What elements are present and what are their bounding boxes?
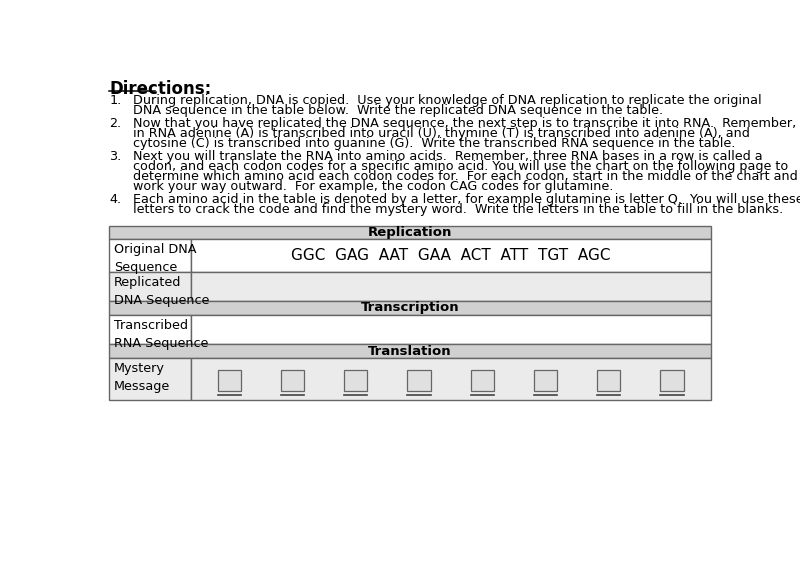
Text: Replicated
DNA Sequence: Replicated DNA Sequence xyxy=(114,276,210,307)
Text: Each amino acid in the table is denoted by a letter, for example glutamine is le: Each amino acid in the table is denoted … xyxy=(133,193,800,206)
Bar xyxy=(190,358,710,400)
Bar xyxy=(470,370,494,391)
Text: Mystery
Message: Mystery Message xyxy=(114,362,170,393)
Text: During replication, DNA is copied.  Use your knowledge of DNA replication to rep: During replication, DNA is copied. Use y… xyxy=(133,94,761,107)
Text: Original DNA
Sequence: Original DNA Sequence xyxy=(114,243,197,274)
Bar xyxy=(190,239,710,272)
Text: 1.: 1. xyxy=(110,94,122,107)
Text: Directions:: Directions: xyxy=(110,80,211,98)
Text: work your way outward.  For example, the codon CAG codes for glutamine.: work your way outward. For example, the … xyxy=(133,180,613,193)
Text: 4.: 4. xyxy=(110,193,122,206)
Text: codon, and each codon codes for a specific amino acid. You will use the chart on: codon, and each codon codes for a specif… xyxy=(133,160,788,173)
Bar xyxy=(534,370,557,391)
Bar xyxy=(110,239,190,272)
Bar xyxy=(597,370,620,391)
Bar xyxy=(190,272,710,301)
Bar xyxy=(660,370,683,391)
Bar xyxy=(110,344,710,358)
Text: 2.: 2. xyxy=(110,117,122,130)
Text: cytosine (C) is transcribed into guanine (G).  Write the transcribed RNA sequenc: cytosine (C) is transcribed into guanine… xyxy=(133,137,735,150)
Text: Next you will translate the RNA into amino acids.  Remember, three RNA bases in : Next you will translate the RNA into ami… xyxy=(133,150,762,163)
Bar xyxy=(218,370,241,391)
Bar xyxy=(281,370,304,391)
Text: DNA sequence in the table below.  Write the replicated DNA sequence in the table: DNA sequence in the table below. Write t… xyxy=(133,104,662,117)
Bar xyxy=(407,370,430,391)
Bar xyxy=(190,315,710,344)
Text: Replication: Replication xyxy=(368,226,452,239)
Bar xyxy=(110,358,190,400)
Bar xyxy=(344,370,367,391)
Text: in RNA adenine (A) is transcribed into uracil (U), thymine (T) is transcribed in: in RNA adenine (A) is transcribed into u… xyxy=(133,127,750,140)
Bar xyxy=(110,226,710,239)
Text: determine which amino acid each codon codes for.  For each codon, start in the m: determine which amino acid each codon co… xyxy=(133,170,798,183)
Text: GGC  GAG  AAT  GAA  ACT  ATT  TGT  AGC: GGC GAG AAT GAA ACT ATT TGT AGC xyxy=(291,248,610,263)
Bar xyxy=(110,301,710,315)
Text: Transcription: Transcription xyxy=(361,301,459,314)
Bar xyxy=(110,272,190,301)
Text: Transcribed
RNA Sequence: Transcribed RNA Sequence xyxy=(114,319,208,350)
Text: Translation: Translation xyxy=(368,345,452,358)
Bar xyxy=(110,315,190,344)
Text: Now that you have replicated the DNA sequence, the next step is to transcribe it: Now that you have replicated the DNA seq… xyxy=(133,117,796,130)
Text: 3.: 3. xyxy=(110,150,122,163)
Text: letters to crack the code and find the mystery word.  Write the letters in the t: letters to crack the code and find the m… xyxy=(133,203,782,216)
